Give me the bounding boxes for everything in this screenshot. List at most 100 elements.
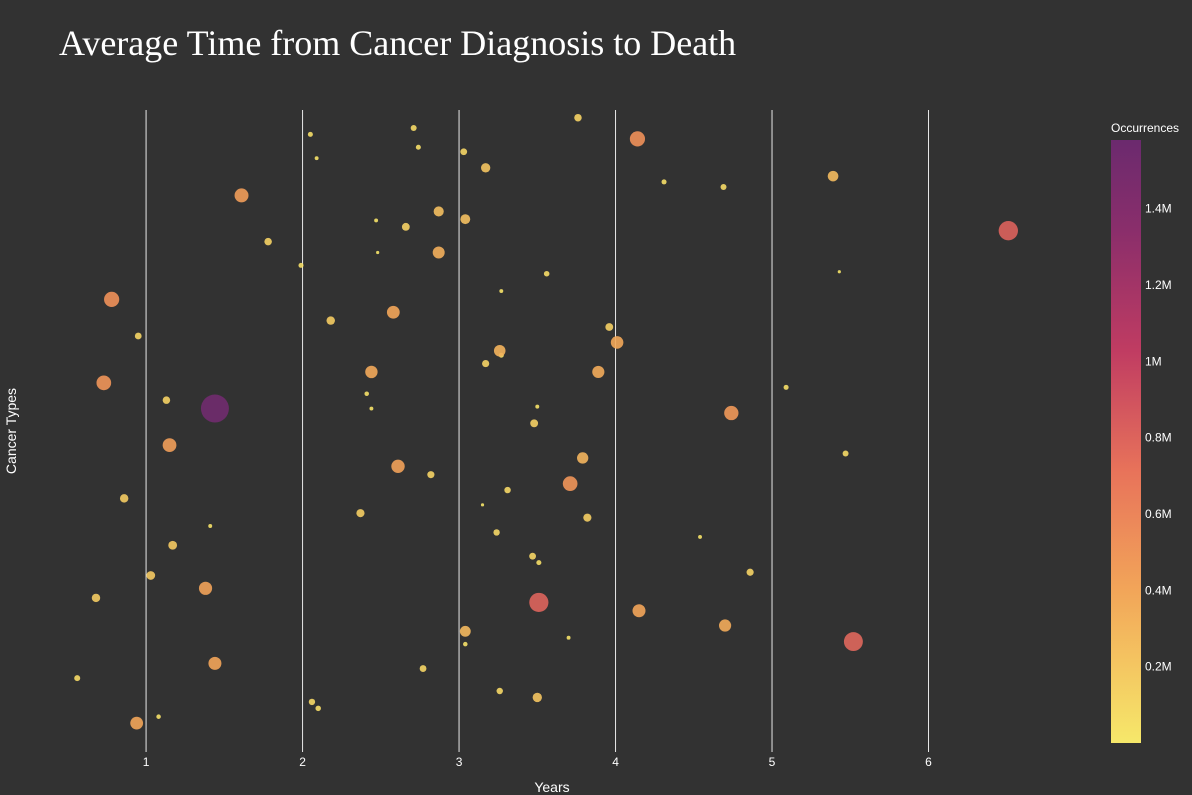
scatter-point[interactable]: [162, 396, 171, 404]
scatter-point[interactable]: [463, 641, 468, 647]
scatter-point[interactable]: [234, 188, 249, 203]
scatter-point[interactable]: [364, 391, 369, 397]
scatter-point[interactable]: [998, 221, 1018, 241]
scatter-point[interactable]: [496, 687, 503, 695]
colorbar-tick-label: 0.8M: [1145, 431, 1172, 445]
x-tick-labels: 1 2 3 4 5 6: [143, 755, 932, 769]
scatter-point[interactable]: [843, 632, 863, 652]
colorbar-tick-label: 0.2M: [1145, 660, 1172, 674]
colorbar-tick-label: 0.6M: [1145, 507, 1172, 521]
scatter-point[interactable]: [720, 184, 727, 191]
scatter-point[interactable]: [536, 560, 542, 566]
scatter-point[interactable]: [827, 170, 839, 182]
scatter-point[interactable]: [162, 438, 177, 453]
scatter-point[interactable]: [499, 289, 504, 294]
scatter-point[interactable]: [532, 692, 542, 703]
scatter-point[interactable]: [530, 419, 539, 428]
scatter-point[interactable]: [718, 619, 732, 632]
scatter-point[interactable]: [632, 604, 646, 618]
scatter-point[interactable]: [592, 365, 605, 379]
scatter-point[interactable]: [130, 716, 144, 730]
scatter-point[interactable]: [432, 246, 445, 259]
scatter-point[interactable]: [574, 113, 582, 122]
scatter-point[interactable]: [134, 332, 142, 340]
scatter-point[interactable]: [459, 625, 471, 637]
scatter-point[interactable]: [365, 365, 378, 379]
scatter-point[interactable]: [577, 452, 589, 464]
scatter-point[interactable]: [391, 459, 405, 474]
y-axis-title: Cancer Types: [3, 388, 19, 474]
scatter-point[interactable]: [415, 144, 421, 150]
x-axis-title: Years: [534, 779, 569, 795]
data-points: [74, 113, 1018, 730]
scatter-point[interactable]: [356, 509, 365, 518]
scatter-point[interactable]: [419, 665, 427, 672]
scatter-point[interactable]: [783, 384, 789, 390]
scatter-point[interactable]: [460, 148, 468, 156]
scatter-point[interactable]: [156, 714, 161, 719]
scatter-point[interactable]: [104, 291, 120, 307]
scatter-point[interactable]: [629, 131, 646, 147]
scatter-point[interactable]: [529, 552, 536, 560]
scatter-point[interactable]: [315, 705, 321, 712]
scatter-point[interactable]: [146, 571, 156, 580]
scatter-point[interactable]: [837, 270, 841, 274]
scatter-point[interactable]: [198, 581, 213, 595]
scatter-point[interactable]: [529, 592, 549, 613]
scatter-point[interactable]: [493, 344, 506, 357]
colorbar: [1111, 140, 1141, 743]
scatter-point[interactable]: [410, 124, 417, 131]
chart-title: Average Time from Cancer Diagnosis to De…: [59, 23, 736, 63]
x-tick-label: 6: [925, 755, 932, 769]
scatter-point[interactable]: [326, 316, 335, 325]
scatter-point[interactable]: [427, 471, 435, 479]
colorbar-tick-label: 0.4M: [1145, 583, 1172, 597]
scatter-point[interactable]: [386, 305, 400, 319]
colorbar-tick-labels: 0.2M 0.4M 0.6M 0.8M 1M 1.2M 1.4M: [1145, 202, 1172, 674]
scatter-point[interactable]: [401, 222, 410, 231]
scatter-point[interactable]: [842, 450, 849, 457]
scatter-point[interactable]: [91, 593, 101, 603]
scatter-point[interactable]: [605, 323, 614, 331]
scatter-point[interactable]: [208, 524, 213, 528]
scatter-point[interactable]: [535, 404, 540, 409]
scatter-point[interactable]: [482, 360, 490, 368]
scatter-point[interactable]: [200, 394, 229, 423]
scatter-point[interactable]: [460, 214, 471, 225]
scatter-point[interactable]: [543, 270, 550, 277]
scatter-point[interactable]: [480, 163, 491, 173]
grid-lines: [145, 110, 930, 752]
scatter-point[interactable]: [74, 675, 81, 682]
scatter-point[interactable]: [583, 513, 592, 522]
scatter-point[interactable]: [96, 375, 112, 391]
scatter-point[interactable]: [504, 486, 511, 494]
scatter-point[interactable]: [264, 237, 272, 246]
scatter-point[interactable]: [562, 476, 578, 491]
scatter-point[interactable]: [119, 494, 129, 503]
scatter-point[interactable]: [168, 540, 178, 550]
scatter-point[interactable]: [208, 656, 222, 670]
scatter-point[interactable]: [307, 131, 313, 137]
scatter-point[interactable]: [298, 262, 304, 268]
colorbar-tick-label: 1.2M: [1145, 278, 1172, 292]
scatter-point[interactable]: [433, 206, 444, 217]
scatter-point[interactable]: [698, 534, 702, 539]
scatter-point[interactable]: [566, 635, 571, 640]
scatter-point[interactable]: [746, 568, 754, 576]
x-tick-label: 1: [143, 755, 150, 769]
scatter-point[interactable]: [480, 503, 485, 507]
scatter-point[interactable]: [661, 179, 667, 185]
scatter-point[interactable]: [724, 405, 739, 421]
scatter-point[interactable]: [374, 218, 379, 223]
x-tick-label: 4: [612, 755, 619, 769]
scatter-point[interactable]: [610, 336, 624, 349]
scatter-point[interactable]: [314, 156, 319, 161]
scatter-point[interactable]: [369, 406, 374, 411]
colorbar-title: Occurrences: [1111, 121, 1179, 135]
colorbar-tick-label: 1.4M: [1145, 202, 1172, 216]
scatter-point[interactable]: [493, 529, 500, 536]
colorbar-tick-label: 1M: [1145, 354, 1162, 368]
scatter-point[interactable]: [308, 698, 316, 706]
scatter-point[interactable]: [376, 250, 380, 255]
